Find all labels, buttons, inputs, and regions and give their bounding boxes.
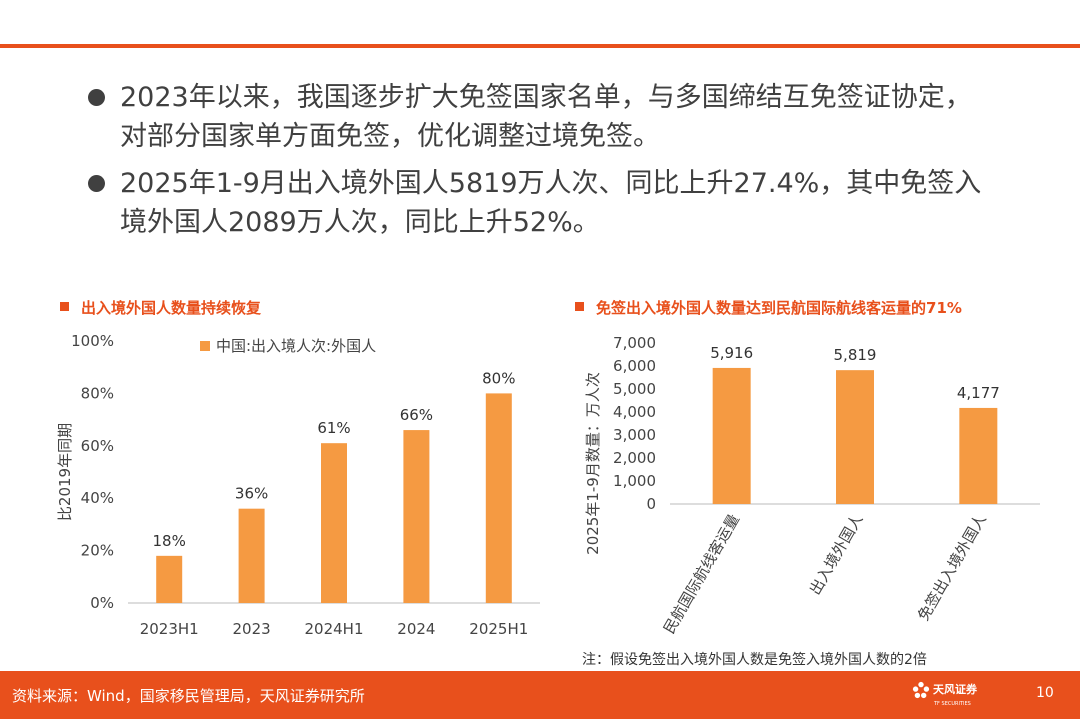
footer: 资料来源：Wind，国家移民管理局，天风证券研究所 天风证券 TF SECURI… [0, 671, 1080, 719]
y-tick-label: 0 [646, 495, 656, 513]
y-tick-label: 40% [81, 489, 114, 507]
data-label: 61% [317, 419, 350, 437]
data-label: 18% [153, 532, 186, 550]
bullet-text-line: 境外国人2089万人次，同比上升52%。 [120, 207, 600, 238]
y-tick-label: 4,000 [613, 403, 656, 421]
legend-label: 中国:出入境人次:外国人 [216, 337, 376, 355]
data-label: 4,177 [957, 384, 1000, 402]
square-bullet-icon [575, 302, 584, 311]
bar [485, 393, 512, 603]
bar [156, 555, 183, 603]
x-tick-label: 2024H1 [305, 620, 364, 638]
x-tick-label: 免签出入境外国人 [914, 511, 990, 624]
y-tick-label: 5,000 [613, 380, 656, 398]
y-tick-label: 60% [81, 437, 114, 455]
square-bullet-icon [60, 302, 69, 311]
bullet-dot-icon [88, 175, 105, 192]
bullet-text-line: 2023年以来，我国逐步扩大免签国家名单，与多国缔结互免签证协定， [120, 82, 972, 113]
data-label: 36% [235, 485, 268, 503]
bullet-dot-icon [88, 89, 105, 106]
bullet-item: 2023年以来，我国逐步扩大免签国家名单，与多国缔结互免签证协定， 对部分国家单… [88, 78, 1048, 156]
chart-left-title-text: 出入境外国人数量持续恢复 [81, 299, 262, 317]
x-tick-label: 2025H1 [469, 620, 528, 638]
page-number: 10 [1036, 685, 1054, 701]
y-tick-label: 1,000 [613, 472, 656, 490]
x-tick-label: 民航国际航线客运量 [660, 511, 743, 637]
data-label: 5,819 [834, 346, 877, 364]
x-tick-label: 2023H1 [140, 620, 199, 638]
x-tick-label: 2023 [233, 620, 271, 638]
bar [712, 367, 751, 504]
bar [238, 508, 265, 603]
y-tick-label: 80% [81, 384, 114, 402]
flower-logo-icon [912, 681, 930, 699]
top-rule [0, 44, 1080, 48]
source-text: 资料来源：Wind，国家移民管理局，天风证券研究所 [12, 687, 365, 705]
chart-left-title: 出入境外国人数量持续恢复 [60, 297, 261, 318]
brand-logo: 天风证券 TF SECURITIES [912, 681, 977, 707]
x-tick-label: 出入境外国人 [806, 511, 867, 598]
y-tick-label: 7,000 [613, 334, 656, 352]
chart-left: 0% 20% 40% 60% 80% 100% 比2019年同期 18% 2023H1 36% 20… [56, 332, 540, 638]
bar [403, 430, 430, 603]
x-tick-label: 2024 [397, 620, 435, 638]
chart-right: 0 1,000 2,000 3,000 4,000 5,000 6,000 7,000 2025… [584, 334, 1040, 637]
bullet-text-line: 对部分国家单方面免签，优化调整过境免签。 [120, 121, 660, 152]
logo-sub-text: TF SECURITIES [934, 701, 971, 707]
legend-swatch [200, 341, 210, 351]
chart-right-title: 免签出入境外国人数量达到民航国际航线客运量的71% [575, 297, 962, 318]
chart-note: 注：假设免签出入境外国人数是免签入境外国人数的2倍 [582, 652, 927, 668]
bullet-text-line: 2025年1-9月出入境外国人5819万人次、同比上升27.4%，其中免签入 [120, 168, 982, 199]
bar [321, 443, 347, 603]
logo-text: 天风证券 [933, 683, 977, 696]
data-label: 5,916 [710, 344, 753, 362]
bullet-item: 2025年1-9月出入境外国人5819万人次、同比上升27.4%，其中免签入 境… [88, 164, 1048, 242]
bullet-list: 2023年以来，我国逐步扩大免签国家名单，与多国缔结互免签证协定， 对部分国家单… [88, 78, 1048, 250]
y-tick-label: 20% [81, 542, 114, 560]
y-tick-label: 0% [90, 594, 114, 612]
data-label: 66% [400, 406, 433, 424]
y-tick-label: 6,000 [613, 357, 656, 375]
y-tick-label: 2,000 [613, 449, 656, 467]
y-axis-label: 2025年1-9月数量：万人次 [584, 372, 602, 555]
bar [959, 407, 998, 504]
bar [836, 370, 874, 504]
y-tick-label: 100% [71, 332, 114, 350]
data-label: 80% [482, 369, 515, 387]
chart-right-title-text: 免签出入境外国人数量达到民航国际航线客运量的71% [596, 299, 962, 317]
y-tick-label: 3,000 [613, 426, 656, 444]
y-axis-label: 比2019年同期 [56, 423, 74, 521]
